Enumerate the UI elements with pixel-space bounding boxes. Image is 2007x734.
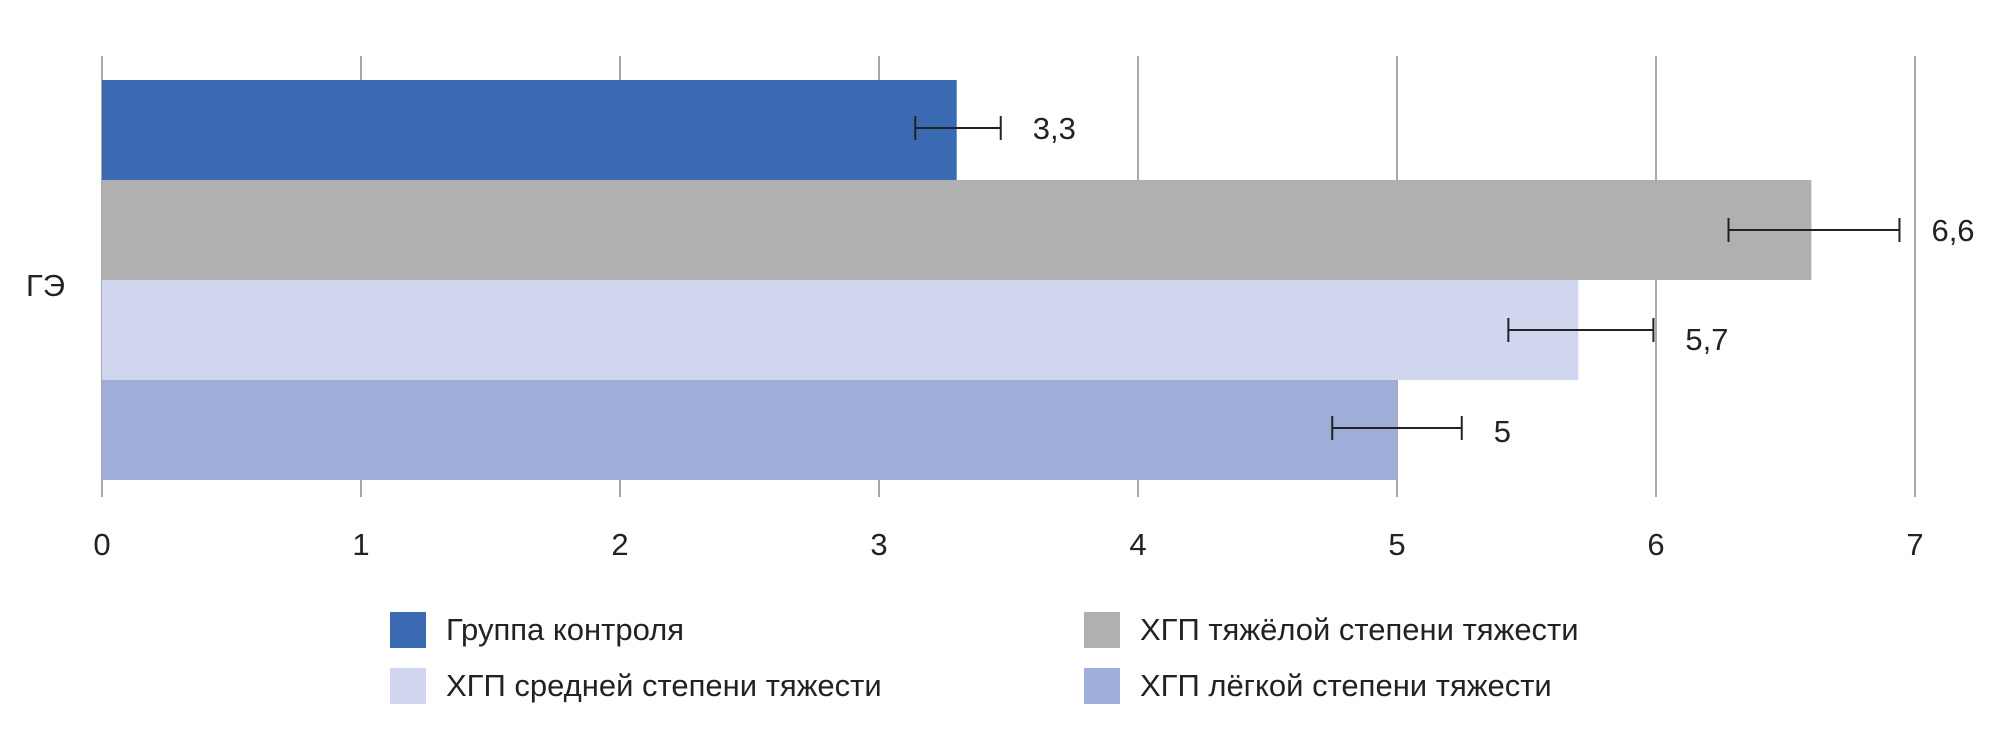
- x-tick-label-3: 3: [870, 527, 887, 562]
- bar-3: [102, 280, 1579, 380]
- x-tick-label-4: 4: [1129, 527, 1146, 562]
- x-tick-label-0: 0: [93, 527, 110, 562]
- bar-4: [102, 380, 1397, 480]
- category-label: ГЭ: [26, 268, 66, 303]
- x-tick-label-6: 6: [1647, 527, 1664, 562]
- x-tick-label-2: 2: [611, 527, 628, 562]
- value-label-4: 5: [1494, 414, 1511, 449]
- x-tick-label-5: 5: [1388, 527, 1405, 562]
- bar-2: [102, 180, 1812, 280]
- bar-1: [102, 80, 957, 180]
- value-label-1: 3,3: [1033, 111, 1076, 146]
- value-label-3: 5,7: [1685, 322, 1728, 357]
- value-label-2: 6,6: [1931, 213, 1974, 248]
- x-tick-label-7: 7: [1906, 527, 1923, 562]
- x-tick-label-1: 1: [352, 527, 369, 562]
